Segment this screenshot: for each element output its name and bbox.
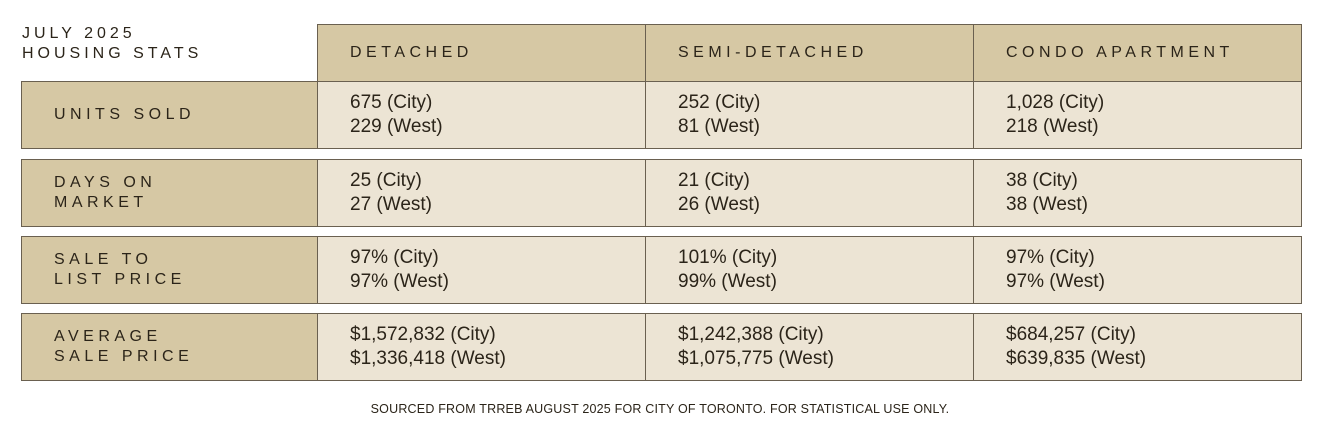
cell-west-value: 97% (West) — [350, 271, 449, 292]
table-cell: 97% (City) 97% (West) — [317, 236, 646, 304]
row-label-line-1: SALE TO — [54, 251, 153, 268]
table-cell: $1,572,832 (City) $1,336,418 (West) — [317, 313, 646, 381]
table-cell: 38 (City) 38 (West) — [973, 159, 1302, 227]
row-label: UNITS SOLD — [21, 81, 318, 149]
cell-city-value: 675 (City) — [350, 92, 433, 113]
table-cell: 252 (City) 81 (West) — [645, 81, 974, 149]
row-label: SALE TO LIST PRICE — [21, 236, 318, 304]
column-header-detached: DETACHED — [317, 24, 646, 82]
column-header-condo-apartment: CONDO APARTMENT — [973, 24, 1302, 82]
cell-city-value: 1,028 (City) — [1006, 92, 1105, 113]
table-cell: $684,257 (City) $639,835 (West) — [973, 313, 1302, 381]
row-label-line-1: DAYS ON — [54, 174, 157, 191]
source-footnote: SOURCED FROM TRREB AUGUST 2025 FOR CITY … — [370, 402, 950, 416]
table-row-sale-to-list-price: SALE TO LIST PRICE 97% (City) 97% (West)… — [21, 236, 1302, 304]
cell-west-value: 229 (West) — [350, 116, 443, 137]
table-cell: 101% (City) 99% (West) — [645, 236, 974, 304]
row-label: AVERAGE SALE PRICE — [21, 313, 318, 381]
page-title: JULY 2025 HOUSING STATS — [22, 24, 202, 64]
table-cell: 25 (City) 27 (West) — [317, 159, 646, 227]
cell-city-value: 97% (City) — [1006, 247, 1095, 268]
cell-city-value: $1,572,832 (City) — [350, 324, 496, 345]
cell-city-value: $1,242,388 (City) — [678, 324, 824, 345]
cell-west-value: 218 (West) — [1006, 116, 1099, 137]
cell-west-value: $1,075,775 (West) — [678, 348, 834, 369]
title-line-1: JULY 2025 — [22, 25, 136, 42]
row-label-line-1: AVERAGE — [54, 328, 162, 345]
title-line-2: HOUSING STATS — [22, 45, 203, 62]
table-cell: 1,028 (City) 218 (West) — [973, 81, 1302, 149]
row-label-line-2: MARKET — [54, 194, 148, 211]
table-cell: 97% (City) 97% (West) — [973, 236, 1302, 304]
cell-west-value: 99% (West) — [678, 271, 777, 292]
cell-west-value: 97% (West) — [1006, 271, 1105, 292]
table-cell: $1,242,388 (City) $1,075,775 (West) — [645, 313, 974, 381]
cell-city-value: 97% (City) — [350, 247, 439, 268]
table-row-units-sold: UNITS SOLD 675 (City) 229 (West) 252 (Ci… — [21, 81, 1302, 149]
row-label-line-2: LIST PRICE — [54, 271, 186, 288]
cell-west-value: 38 (West) — [1006, 194, 1089, 215]
cell-city-value: 101% (City) — [678, 247, 778, 268]
cell-west-value: $1,336,418 (West) — [350, 348, 506, 369]
cell-city-value: 252 (City) — [678, 92, 761, 113]
row-label: DAYS ON MARKET — [21, 159, 318, 227]
row-label-line-1: UNITS SOLD — [54, 106, 196, 123]
cell-west-value: 81 (West) — [678, 116, 761, 137]
cell-city-value: 21 (City) — [678, 170, 750, 191]
table-row-days-on-market: DAYS ON MARKET 25 (City) 27 (West) 21 (C… — [21, 159, 1302, 227]
column-header-semi-detached: SEMI-DETACHED — [645, 24, 974, 82]
cell-west-value: $639,835 (West) — [1006, 348, 1147, 369]
table-cell: 675 (City) 229 (West) — [317, 81, 646, 149]
cell-west-value: 27 (West) — [350, 194, 433, 215]
cell-city-value: 25 (City) — [350, 170, 422, 191]
cell-city-value: $684,257 (City) — [1006, 324, 1136, 345]
cell-west-value: 26 (West) — [678, 194, 761, 215]
row-label-line-2: SALE PRICE — [54, 348, 194, 365]
cell-city-value: 38 (City) — [1006, 170, 1078, 191]
table-cell: 21 (City) 26 (West) — [645, 159, 974, 227]
table-row-average-sale-price: AVERAGE SALE PRICE $1,572,832 (City) $1,… — [21, 313, 1302, 381]
